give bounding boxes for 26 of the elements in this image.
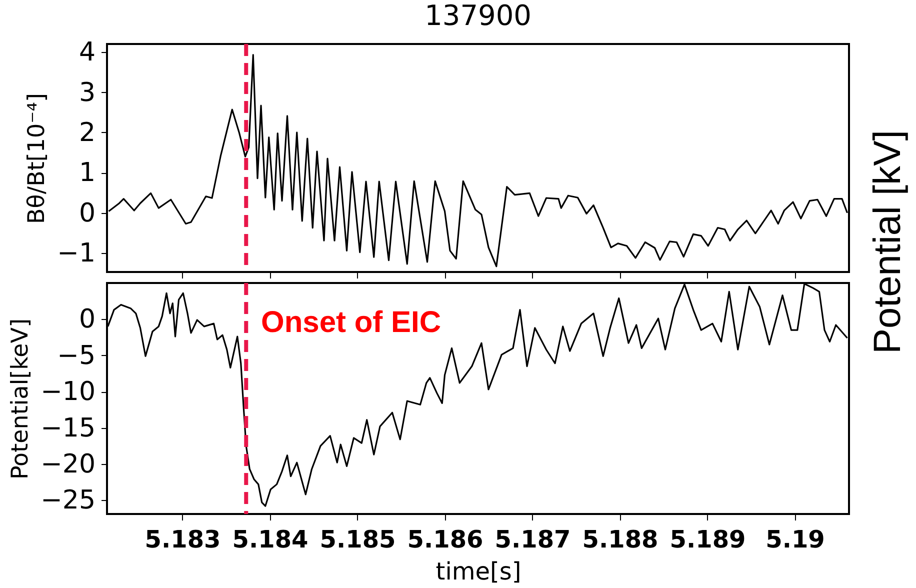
y-tick-label: −1 bbox=[57, 238, 96, 269]
y-tick-label: 0 bbox=[78, 198, 96, 228]
x-tick-label: 5.185 bbox=[320, 526, 396, 554]
x-tick-label: 5.187 bbox=[494, 526, 571, 554]
y-tick-label: 1 bbox=[78, 158, 96, 188]
annotation: Onset of EIC bbox=[261, 306, 442, 339]
x-axis-title: time[s] bbox=[436, 558, 522, 586]
y-tick-label: −10 bbox=[40, 377, 96, 408]
x-tick-label: 5.188 bbox=[582, 526, 658, 554]
x-tick-label: 5.189 bbox=[670, 526, 746, 554]
y-tick-label: −5 bbox=[57, 340, 96, 371]
y-tick-label: 3 bbox=[78, 78, 96, 108]
x-tick-label: 5.184 bbox=[232, 526, 308, 554]
chart-title: 137900 bbox=[424, 0, 532, 32]
y-tick-label: −15 bbox=[40, 413, 96, 444]
x-tick-label: 5.183 bbox=[144, 526, 221, 554]
y2-axis-title: Potential [kV] bbox=[866, 130, 910, 354]
y-tick-label: 2 bbox=[78, 118, 96, 148]
y-tick-label: 4 bbox=[78, 38, 96, 68]
x-tick-label: 5.186 bbox=[407, 526, 484, 554]
y-tick-label: 0 bbox=[78, 304, 96, 335]
y-tick-label: −20 bbox=[40, 450, 96, 480]
x-tick-label: 5.19 bbox=[766, 526, 825, 554]
y-axis-title: Bθ/Bt[10⁻⁴] bbox=[24, 93, 50, 224]
y-axis-title: Potential[keV] bbox=[8, 318, 34, 480]
y-tick-label: −25 bbox=[40, 486, 96, 516]
